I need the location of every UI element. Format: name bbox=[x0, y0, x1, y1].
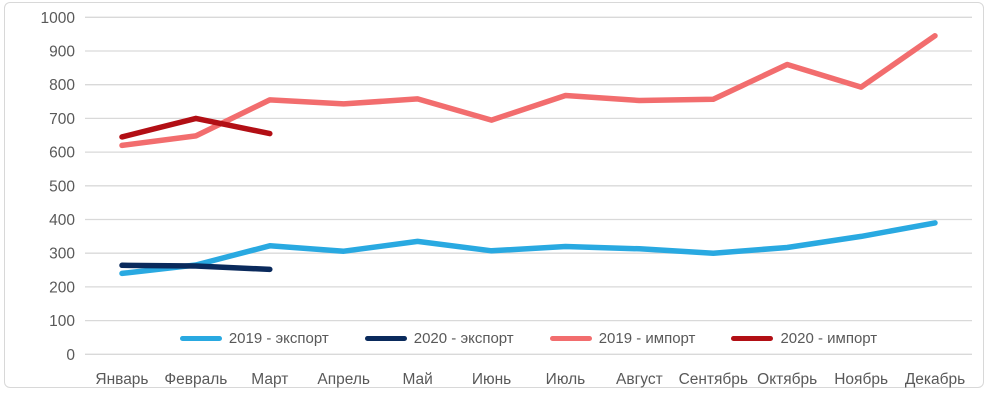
legend-item-2020-import[interactable]: 2020 - импорт bbox=[731, 331, 877, 346]
y-axis-tick-label: 800 bbox=[49, 77, 75, 94]
chart-frame bbox=[4, 2, 984, 388]
legend-label: 2019 - импорт bbox=[598, 329, 696, 347]
legend-label: 2020 - экспорт bbox=[413, 329, 514, 347]
x-axis-tick-label: Июль bbox=[546, 371, 586, 388]
legend-swatch-icon bbox=[179, 335, 222, 341]
y-axis-tick-label: 700 bbox=[49, 111, 75, 128]
y-axis-tick-label: 100 bbox=[49, 313, 75, 330]
x-axis-tick-label: Август bbox=[616, 371, 663, 388]
x-axis-tick-label: Июнь bbox=[472, 371, 511, 388]
x-axis-tick-label: Апрель bbox=[317, 371, 370, 388]
legend-swatch-icon bbox=[549, 335, 592, 341]
legend-swatch-icon bbox=[731, 335, 774, 341]
legend-item-2019-import[interactable]: 2019 - импорт bbox=[549, 329, 696, 347]
series-line-2020-import[interactable] bbox=[119, 115, 273, 140]
y-axis-tick-label: 0 bbox=[66, 347, 75, 364]
x-axis-tick-label: Декабрь bbox=[905, 371, 965, 388]
y-axis-tick-label: 900 bbox=[49, 44, 75, 61]
y-axis-tick-label: 1000 bbox=[41, 10, 76, 27]
x-axis-tick-label: Май bbox=[402, 371, 432, 388]
legend: 2019 - экспорт 2020 - экспорт 2019 - импор… bbox=[85, 326, 972, 350]
y-axis-tick-label: 300 bbox=[49, 246, 75, 263]
y-axis-tick-label: 400 bbox=[49, 212, 75, 229]
x-axis-tick-label: Февраль bbox=[164, 371, 227, 388]
legend-swatch-icon bbox=[364, 335, 407, 341]
x-axis-tick-label: Сентябрь bbox=[679, 371, 748, 388]
legend-item-2020-export[interactable]: 2020 - экспорт bbox=[364, 329, 514, 347]
legend-item-2019-export[interactable]: 2019 - экспорт bbox=[179, 329, 329, 347]
x-axis-tick-label: Январь bbox=[95, 371, 148, 388]
y-axis-tick-label: 500 bbox=[49, 178, 75, 195]
x-axis-tick-label: Март bbox=[251, 371, 288, 388]
legend-label: 2019 - экспорт bbox=[228, 329, 329, 347]
x-axis-tick-label: Октябрь bbox=[757, 371, 817, 388]
y-axis-tick-label: 200 bbox=[49, 279, 75, 296]
series-line-2019-import[interactable] bbox=[119, 33, 938, 149]
legend-label: 2020 - импорт bbox=[780, 329, 878, 347]
x-axis-tick-label: Ноябрь bbox=[834, 371, 888, 388]
series-line-2020-export[interactable] bbox=[119, 262, 273, 273]
y-axis-tick-label: 600 bbox=[49, 145, 75, 162]
series-line-2019-export[interactable] bbox=[119, 220, 938, 277]
